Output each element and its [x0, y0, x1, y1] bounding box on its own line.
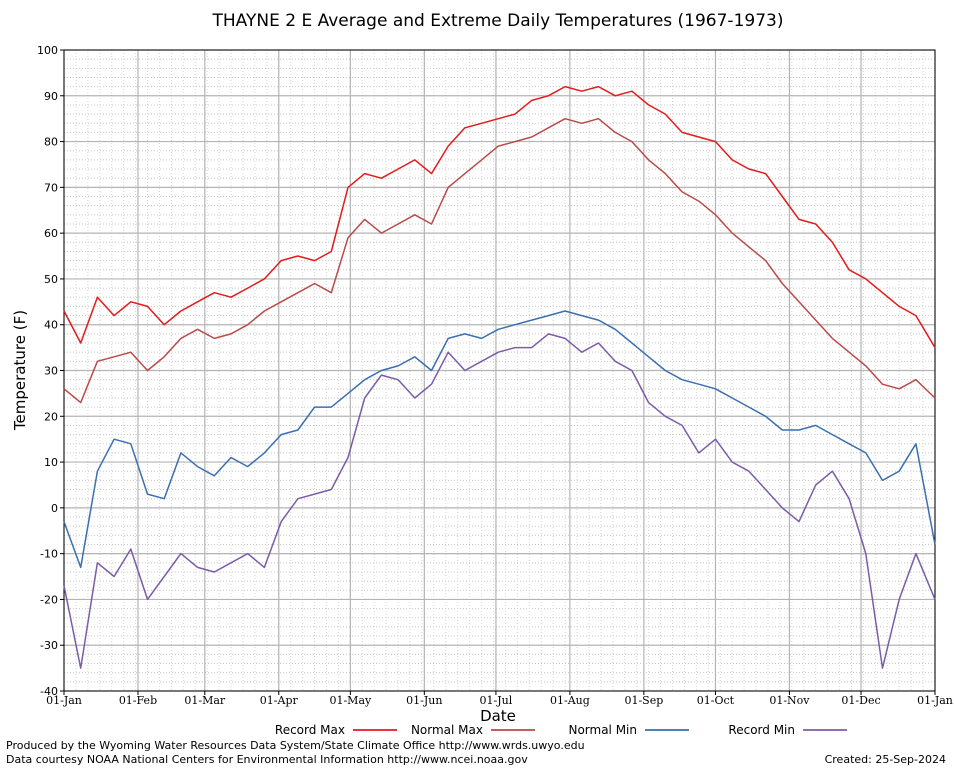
series-line-normal-max — [63, 117, 936, 404]
x-axis-title: Date — [480, 707, 516, 725]
x-tick-label: 01-Apr — [260, 694, 299, 707]
legend: Record Max Normal Max Normal Min Record Min — [275, 723, 847, 737]
series-line-record-max — [63, 85, 936, 348]
x-tick-label: 01-Jun — [406, 694, 442, 707]
series-line-record-min — [63, 333, 936, 669]
footer-produced-by: Produced by the Wyoming Water Resources … — [6, 739, 585, 752]
y-tick-label: 80 — [44, 136, 58, 149]
x-tick-label: 01-Dec — [841, 694, 880, 707]
x-tick-label: 01-Sep — [624, 694, 663, 707]
legend-label-record-min: Record Min — [728, 723, 795, 737]
x-tick-label: 01-Mar — [184, 694, 226, 707]
x-tick-label: 01-May — [329, 694, 372, 707]
x-axis-ticks: 01-Jan 01-Feb 01-Mar 01-Apr 01-May 01-Jun 01-J… — [46, 691, 953, 707]
y-tick-label: -40 — [40, 685, 58, 698]
y-axis-title: Temperature (F) — [11, 310, 29, 431]
y-tick-label: 100 — [37, 44, 58, 57]
footer-created: Created: 25-Sep-2024 — [825, 753, 946, 766]
x-tick-label: 01-Jul — [480, 694, 513, 707]
y-axis-ticks: -40 -30 -20 -10 0 10 20 30 40 50 60 70 80 90 100 — [37, 44, 64, 698]
y-tick-label: 30 — [44, 365, 58, 378]
y-tick-label: 20 — [44, 410, 58, 423]
y-tick-label: -30 — [40, 639, 58, 652]
legend-label-normal-max: Normal Max — [411, 723, 483, 737]
y-tick-label: -20 — [40, 593, 58, 606]
x-tick-label: 01-Nov — [769, 694, 810, 707]
y-tick-label: 60 — [44, 227, 58, 240]
y-tick-label: 0 — [51, 502, 58, 515]
legend-label-record-max: Record Max — [275, 723, 345, 737]
chart-title: THAYNE 2 E Average and Extreme Daily Tem… — [212, 11, 784, 31]
series-line-normal-min — [63, 310, 936, 569]
y-tick-label: 50 — [44, 273, 58, 286]
series-lines — [63, 85, 936, 669]
legend-label-normal-min: Normal Min — [568, 723, 637, 737]
y-tick-label: 70 — [44, 181, 58, 194]
y-tick-label: 90 — [44, 90, 58, 103]
x-tick-label: 01-Aug — [550, 694, 590, 707]
y-tick-label: -10 — [40, 548, 58, 561]
footer-data-courtesy: Data courtesy NOAA National Centers for … — [6, 753, 528, 766]
x-tick-label: 01-Jan — [46, 694, 82, 707]
x-tick-label: 01-Oct — [697, 694, 735, 707]
y-tick-label: 10 — [44, 456, 58, 469]
x-tick-label: 01-Jan — [917, 694, 953, 707]
x-tick-label: 01-Feb — [119, 694, 157, 707]
y-tick-label: 40 — [44, 319, 58, 332]
